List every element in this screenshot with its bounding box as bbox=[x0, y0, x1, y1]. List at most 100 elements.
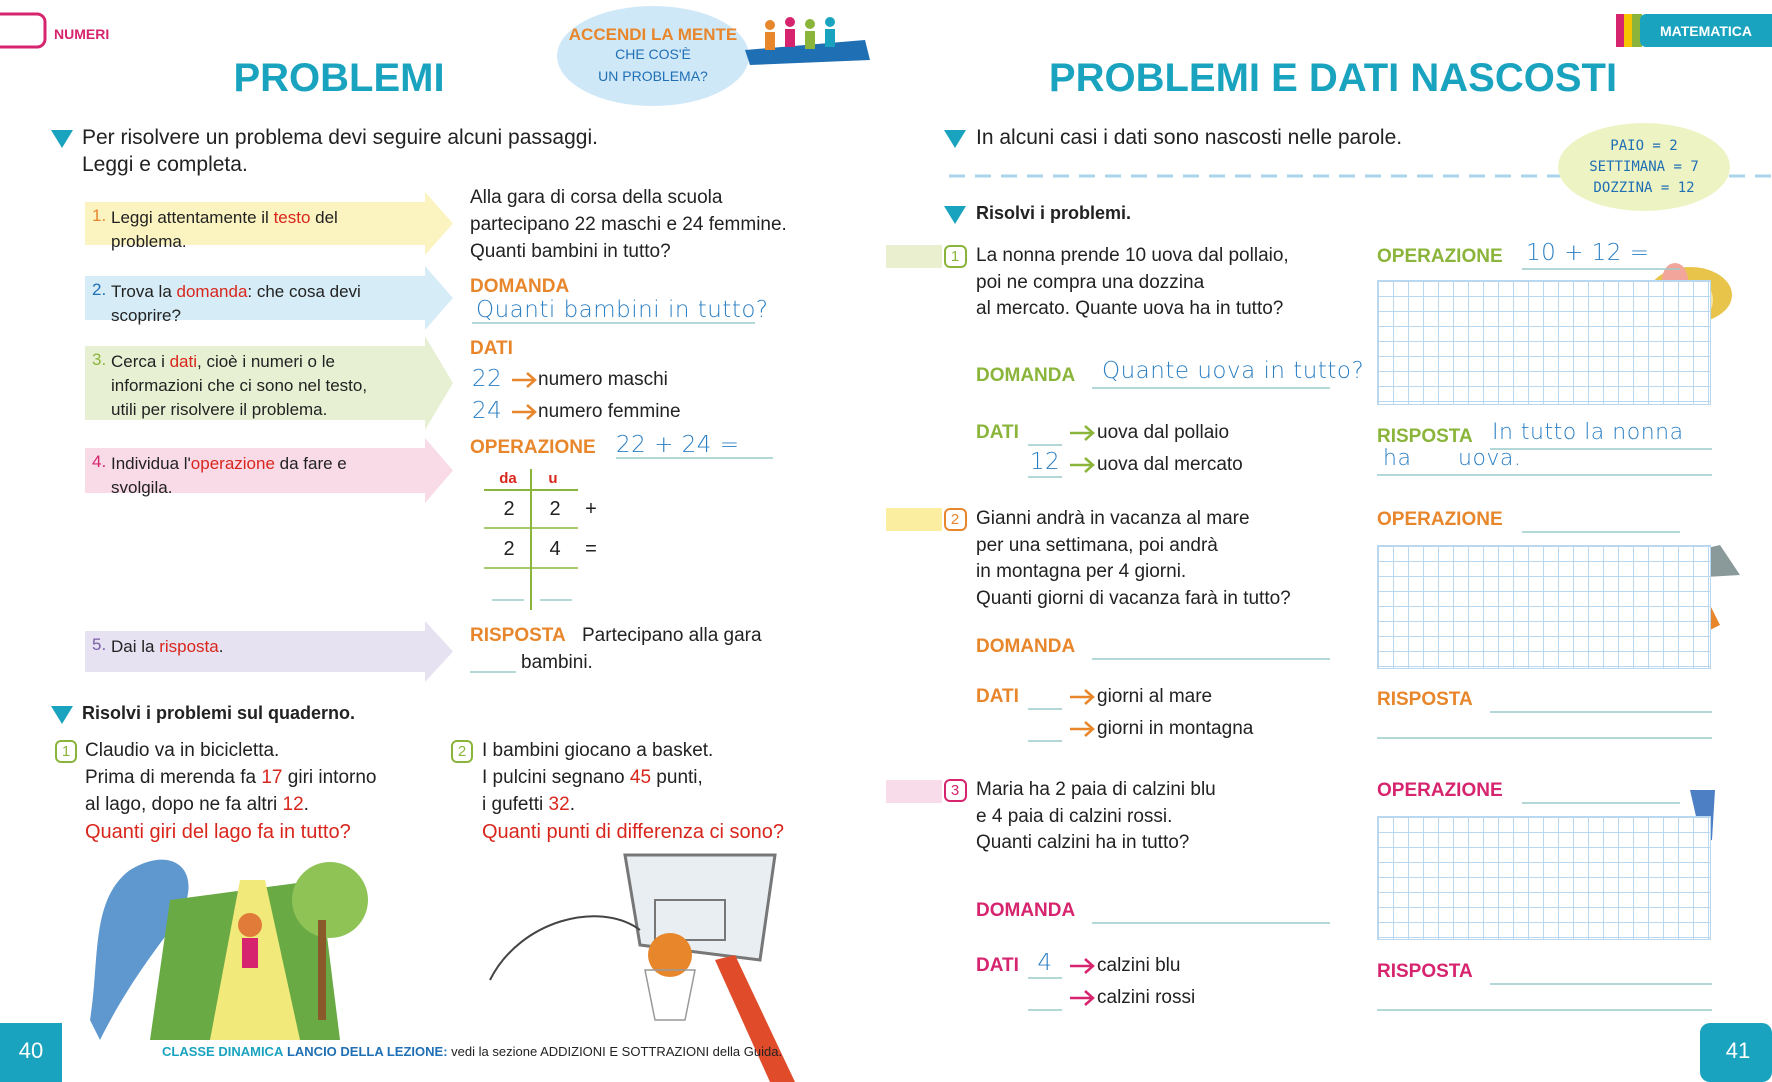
problem-line: Quanti giorni di vacanza farà in tutto? bbox=[976, 587, 1291, 609]
grid bbox=[1377, 816, 1711, 940]
label: DOMANDA bbox=[976, 636, 1076, 657]
hint-bubble bbox=[1558, 123, 1730, 211]
arrow bbox=[1084, 990, 1095, 1006]
text-part: : che cosa devi scoprire? bbox=[111, 282, 361, 325]
example-text: partecipano 22 maschi e 24 femmine. bbox=[470, 214, 787, 235]
data-value: 4 bbox=[1037, 950, 1053, 976]
section-label: NUMERI bbox=[54, 26, 110, 42]
answer-text: bambini. bbox=[521, 652, 593, 673]
problem-number: 1 bbox=[950, 248, 960, 265]
problem-question: Quanti giri del lago fa in tutto? bbox=[85, 821, 351, 843]
subject-label: MATEMATICA bbox=[1660, 23, 1753, 39]
basket-illustration bbox=[489, 853, 795, 1082]
page-number-box bbox=[0, 1023, 62, 1082]
text-part: 17 bbox=[261, 767, 283, 788]
data-text: numero maschi bbox=[538, 369, 668, 390]
data-text: uova dal mercato bbox=[1097, 454, 1243, 475]
text-part: giri intorno bbox=[282, 767, 377, 788]
kids-icon bbox=[765, 17, 835, 50]
page-number: 41 bbox=[1725, 1038, 1751, 1063]
footer-text: vedi la sezione ADDIZIONI E SOTTRAZIONI … bbox=[451, 1044, 783, 1059]
step-arrow bbox=[85, 621, 453, 682]
column-cell: 2 bbox=[549, 498, 561, 520]
page-title: PROBLEMI bbox=[233, 56, 445, 100]
grid bbox=[1377, 545, 1711, 669]
example-text: Alla gara di corsa della scuola bbox=[470, 187, 723, 208]
instruction: Risolvi i problemi. bbox=[976, 203, 1132, 223]
label: DATI bbox=[976, 955, 1019, 976]
arrow bbox=[1084, 721, 1095, 737]
badge-cloud bbox=[557, 6, 749, 106]
hint: SETTIMANA = 7 bbox=[1589, 159, 1699, 175]
text-part: Trova la bbox=[111, 282, 177, 301]
answer: Quante uova in tutto? bbox=[1102, 358, 1365, 384]
problem-strip bbox=[886, 245, 942, 268]
data-text: calzini rossi bbox=[1097, 987, 1196, 1008]
label: OPERAZIONE bbox=[1377, 246, 1503, 267]
step-text: Trova la domanda: che cosa devi scoprire… bbox=[111, 280, 396, 328]
label: RISPOSTA bbox=[470, 625, 566, 646]
problem-number: 1 bbox=[61, 743, 71, 760]
problem-line: Gianni andrà in vacanza al mare bbox=[976, 508, 1250, 529]
text-part: Prima di merenda fa bbox=[85, 767, 262, 788]
label: RISPOSTA bbox=[1377, 961, 1473, 982]
text-part: i gufetti bbox=[482, 794, 549, 815]
label: DATI bbox=[976, 686, 1019, 707]
bullet bbox=[51, 130, 73, 148]
label: OPERAZIONE bbox=[470, 437, 596, 458]
number-box bbox=[55, 740, 77, 763]
text-part: 45 bbox=[629, 767, 652, 788]
text-part: Claudio va in bicicletta. bbox=[85, 740, 280, 761]
bullet bbox=[51, 706, 73, 724]
step-number: 1. bbox=[92, 206, 107, 225]
text-part: 12 bbox=[282, 794, 304, 815]
problem-line: I pulcini segnano 45 punti, bbox=[482, 767, 703, 789]
lake-illustration bbox=[90, 859, 368, 1040]
data-value: 24 bbox=[472, 398, 503, 424]
arrow bbox=[1084, 689, 1095, 705]
intro: Per risolvere un problema devi seguire a… bbox=[82, 126, 598, 149]
step-text: Leggi attentamente il testo del problema… bbox=[111, 206, 396, 254]
answer: Quanti bambini in tutto? bbox=[476, 297, 769, 323]
text-part: risposta bbox=[159, 637, 219, 656]
arrow bbox=[526, 372, 537, 388]
badge-line: CHE COS'È bbox=[615, 46, 691, 62]
text-part: . bbox=[303, 794, 309, 815]
intro: In alcuni casi i dati sono nascosti nell… bbox=[976, 126, 1403, 149]
data-text: uova dal pollaio bbox=[1097, 422, 1230, 443]
text-part: operazione bbox=[190, 454, 275, 473]
problem-number: 2 bbox=[457, 743, 467, 760]
data-text: numero femmine bbox=[538, 401, 681, 422]
data-text: calzini blu bbox=[1097, 955, 1181, 976]
text-part: dati bbox=[169, 352, 197, 371]
problem-line: poi ne compra una dozzina bbox=[976, 271, 1205, 293]
column-header: u bbox=[548, 470, 558, 487]
step-number: 4. bbox=[92, 452, 107, 471]
text-part: , cioè i numeri o le informazioni che ci… bbox=[111, 352, 368, 419]
problem-number: 2 bbox=[950, 511, 960, 528]
column-cell: 4 bbox=[549, 538, 561, 560]
problem-line: Claudio va in bicicletta. bbox=[85, 740, 279, 762]
answer-text: Partecipano alla gara bbox=[582, 625, 762, 646]
problem-line: al lago, dopo ne fa altri 12. bbox=[85, 794, 309, 816]
step-number: 3. bbox=[92, 350, 107, 369]
text-part: Individua l' bbox=[111, 454, 191, 473]
instruction: Risolvi i problemi sul quaderno. bbox=[82, 703, 356, 723]
page-number-box bbox=[1700, 1023, 1772, 1082]
column-header: da bbox=[499, 470, 517, 487]
data-text: giorni al mare bbox=[1097, 686, 1213, 707]
problem-question: Quanti punti di differenza ci sono? bbox=[482, 821, 785, 843]
problem-line: i gufetti 32. bbox=[482, 794, 575, 816]
step-text: Individua l'operazione da fare e svolgil… bbox=[111, 452, 396, 500]
text-part: da fare e svolgila. bbox=[111, 454, 347, 497]
column-cell: + bbox=[585, 498, 597, 520]
text-part: Cerca i bbox=[111, 352, 170, 371]
column-cell: 2 bbox=[503, 538, 515, 560]
arrow bbox=[1084, 958, 1095, 974]
step-number: 2. bbox=[92, 280, 107, 299]
problem-line: Prima di merenda fa 17 giri intorno bbox=[85, 767, 377, 789]
answer: In tutto la nonna bbox=[1492, 420, 1684, 445]
arrow bbox=[1084, 457, 1095, 473]
